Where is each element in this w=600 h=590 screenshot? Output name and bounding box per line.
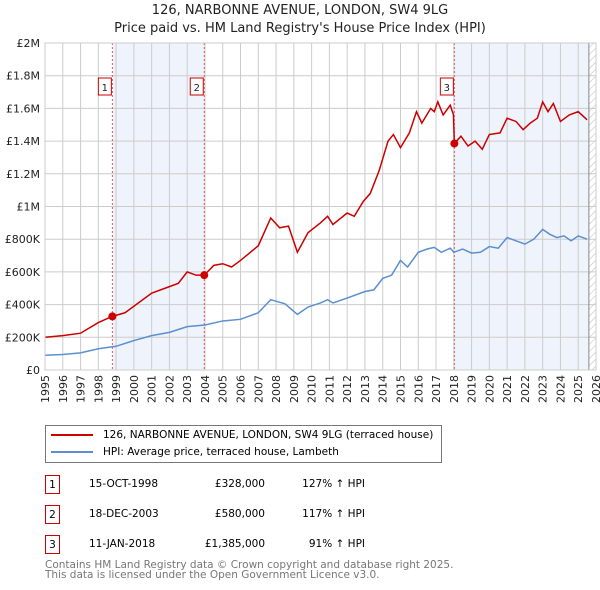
x-tick-label: 2005 — [217, 375, 230, 403]
sale-marker-box — [97, 77, 112, 96]
sale-date: 11-JAN-2018 — [89, 538, 156, 550]
x-tick-label: 2024 — [554, 375, 567, 403]
plot-border — [44, 42, 597, 371]
x-tick-label: 2021 — [501, 375, 514, 403]
sale-price: £1,385,000 — [204, 538, 265, 550]
footer-line-2: This data is licensed under the Open Gov… — [45, 569, 380, 581]
x-tick-label: 2025 — [572, 375, 585, 403]
footer-line-1: Contains HM Land Registry data © Crown c… — [45, 559, 454, 571]
x-tick-label: 2010 — [306, 375, 319, 403]
x-tick-label: 2013 — [359, 375, 372, 403]
x-tick-label: 2007 — [252, 375, 265, 403]
sale-marker-box: 3 — [45, 535, 60, 554]
y-tick-label: £1.8M — [6, 70, 40, 83]
x-tick-label: 2014 — [377, 375, 390, 403]
sale-hpi-change: 127% ↑ HPI — [302, 478, 365, 490]
x-tick-label: 2020 — [483, 375, 496, 403]
chart-title: 126, NARBONNE AVENUE, LONDON, SW4 9LG — [151, 3, 449, 18]
sale-marker-label: 2 — [194, 83, 200, 94]
sale-marker-box: 2 — [45, 505, 60, 524]
x-tick-label: 2017 — [430, 375, 443, 403]
x-tick-label: 2008 — [270, 375, 283, 403]
x-tick-label: 2011 — [323, 375, 336, 403]
x-tick-label: 2016 — [412, 375, 425, 403]
sale-marker-label: 1 — [102, 83, 108, 94]
y-tick-label: £400K — [5, 299, 41, 312]
y-tick-label: £1M — [17, 201, 41, 214]
sale-hpi-change: 117% ↑ HPI — [302, 508, 365, 520]
x-tick-label: 2000 — [128, 375, 141, 403]
y-tick-label: £1.4M — [6, 135, 40, 148]
x-tick-label: 1999 — [110, 375, 123, 403]
y-tick-label: £1.2M — [6, 168, 40, 181]
x-tick-label: 2022 — [519, 375, 532, 403]
y-tick-label: £2M — [17, 37, 41, 50]
x-tick-label: 2015 — [394, 375, 407, 403]
sale-marker-box — [189, 77, 204, 96]
y-tick-label: £800K — [5, 233, 41, 246]
legend-label-hpi: HPI: Average price, terraced house, Lamb… — [103, 446, 339, 458]
x-tick-label: 2023 — [537, 375, 550, 403]
chart-subtitle: Price paid vs. HM Land Registry's House … — [114, 21, 486, 36]
sale-marker-box: 1 — [45, 475, 60, 494]
sale-date: 15-OCT-1998 — [89, 478, 158, 490]
y-tick-label: £0 — [26, 364, 40, 377]
legend-swatch-property — [51, 434, 93, 436]
sale-price: £328,000 — [214, 478, 265, 490]
sale-point — [200, 271, 209, 280]
y-tick-label: £1.6M — [6, 102, 40, 115]
x-tick-label: 2026 — [590, 375, 600, 403]
x-tick-label: 2002 — [163, 375, 176, 403]
x-tick-label: 1995 — [39, 375, 52, 403]
legend: 126, NARBONNE AVENUE, LONDON, SW4 9LG (t… — [45, 425, 442, 463]
x-tick-label: 2006 — [235, 375, 248, 403]
x-tick-label: 2001 — [146, 375, 159, 403]
sale-point — [450, 139, 459, 148]
x-tick-label: 2018 — [448, 375, 461, 403]
sale-marker-label: 3 — [444, 83, 450, 94]
x-tick-label: 2012 — [341, 375, 354, 403]
plot-area: 1995 1996 1997 1998 1999 2000 2001 2002 2003 2004… — [5, 37, 600, 403]
hpi-line — [44, 228, 588, 357]
x-tick-label: 2003 — [181, 375, 194, 403]
sale-hpi-change: 91% ↑ HPI — [308, 538, 365, 550]
legend-label-property: 126, NARBONNE AVENUE, LONDON, SW4 9LG (t… — [103, 429, 434, 441]
sale-date: 18-DEC-2003 — [89, 508, 159, 520]
sale-marker-box — [439, 77, 454, 96]
x-tick-label: 2019 — [466, 375, 479, 403]
x-tick-label: 2009 — [288, 375, 301, 403]
x-tick-label: 1998 — [92, 375, 105, 403]
x-tick-label: 1996 — [57, 375, 70, 403]
x-tick-label: 1997 — [75, 375, 88, 403]
sale-price: £580,000 — [214, 508, 265, 520]
y-tick-label: £200K — [5, 331, 41, 344]
legend-swatch-hpi — [51, 451, 93, 453]
x-tick-label: 2004 — [199, 375, 212, 403]
y-tick-label: £600K — [5, 266, 41, 279]
footer: Contains HM Land Registry data © Crown c… — [45, 559, 454, 581]
sale-point — [108, 312, 117, 321]
property-price-line — [44, 99, 588, 339]
